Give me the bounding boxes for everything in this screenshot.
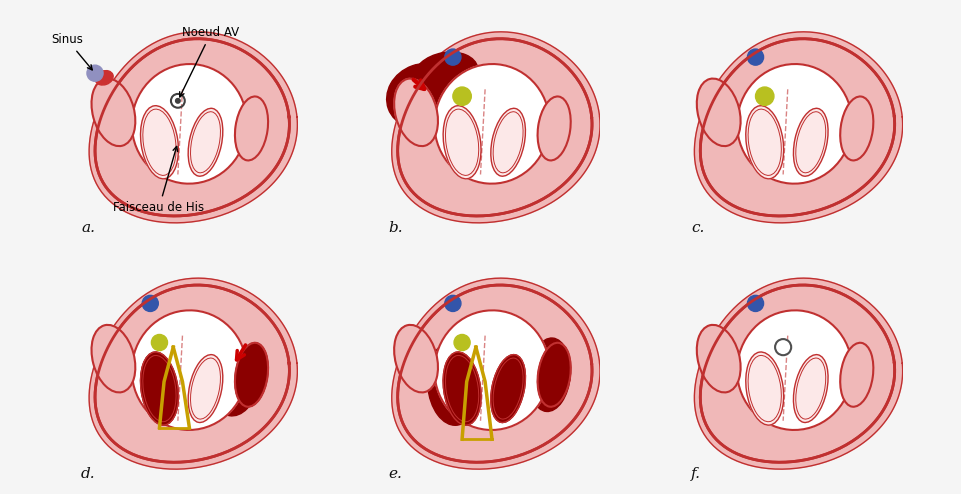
Text: b.: b. — [388, 221, 403, 235]
Ellipse shape — [746, 106, 783, 179]
Ellipse shape — [188, 355, 223, 422]
Ellipse shape — [794, 355, 828, 422]
Ellipse shape — [386, 63, 459, 129]
Ellipse shape — [234, 96, 268, 161]
Ellipse shape — [394, 325, 438, 392]
Ellipse shape — [434, 64, 550, 184]
Polygon shape — [695, 278, 902, 469]
Ellipse shape — [434, 310, 550, 430]
Ellipse shape — [428, 343, 479, 425]
Text: Faisceau de His: Faisceau de His — [113, 146, 205, 214]
Ellipse shape — [394, 79, 438, 146]
Polygon shape — [392, 32, 600, 223]
Circle shape — [86, 65, 103, 82]
Ellipse shape — [179, 350, 223, 427]
Circle shape — [454, 334, 470, 351]
Ellipse shape — [414, 52, 478, 94]
Ellipse shape — [737, 310, 852, 430]
Ellipse shape — [91, 325, 136, 392]
Ellipse shape — [481, 350, 526, 427]
Polygon shape — [89, 278, 297, 469]
Ellipse shape — [491, 355, 526, 422]
Text: d.: d. — [81, 467, 96, 481]
Text: Sinus: Sinus — [51, 33, 92, 70]
Circle shape — [445, 49, 461, 65]
Ellipse shape — [746, 352, 783, 425]
Ellipse shape — [132, 64, 247, 184]
Ellipse shape — [95, 71, 113, 85]
Circle shape — [755, 87, 774, 105]
Circle shape — [748, 295, 764, 311]
Polygon shape — [701, 285, 895, 462]
Polygon shape — [398, 285, 592, 462]
Ellipse shape — [140, 106, 179, 179]
Ellipse shape — [697, 79, 741, 146]
Ellipse shape — [737, 64, 852, 184]
Ellipse shape — [140, 352, 179, 425]
Circle shape — [142, 295, 159, 311]
Polygon shape — [95, 285, 289, 462]
Ellipse shape — [91, 79, 136, 146]
Ellipse shape — [537, 96, 571, 161]
Polygon shape — [695, 32, 902, 223]
Ellipse shape — [132, 310, 247, 430]
Circle shape — [445, 295, 461, 311]
Ellipse shape — [491, 108, 526, 176]
Circle shape — [776, 339, 791, 355]
Circle shape — [748, 49, 764, 65]
Text: c.: c. — [691, 221, 704, 235]
Polygon shape — [89, 32, 297, 223]
Polygon shape — [701, 39, 895, 216]
Ellipse shape — [840, 96, 874, 161]
Ellipse shape — [537, 343, 571, 407]
Ellipse shape — [234, 343, 268, 407]
Polygon shape — [398, 39, 592, 216]
Ellipse shape — [188, 108, 223, 176]
Text: f.: f. — [691, 467, 702, 481]
Ellipse shape — [794, 108, 828, 176]
Polygon shape — [95, 39, 289, 216]
Ellipse shape — [443, 106, 481, 179]
Text: Noeud AV: Noeud AV — [180, 26, 239, 97]
Ellipse shape — [840, 343, 874, 407]
Ellipse shape — [212, 347, 259, 416]
Text: e.: e. — [388, 467, 403, 481]
Text: a.: a. — [81, 221, 95, 235]
Polygon shape — [392, 278, 600, 469]
Circle shape — [152, 334, 167, 351]
Circle shape — [176, 98, 180, 103]
Ellipse shape — [697, 325, 741, 392]
Ellipse shape — [529, 338, 571, 412]
Ellipse shape — [443, 352, 481, 425]
Circle shape — [453, 87, 471, 105]
